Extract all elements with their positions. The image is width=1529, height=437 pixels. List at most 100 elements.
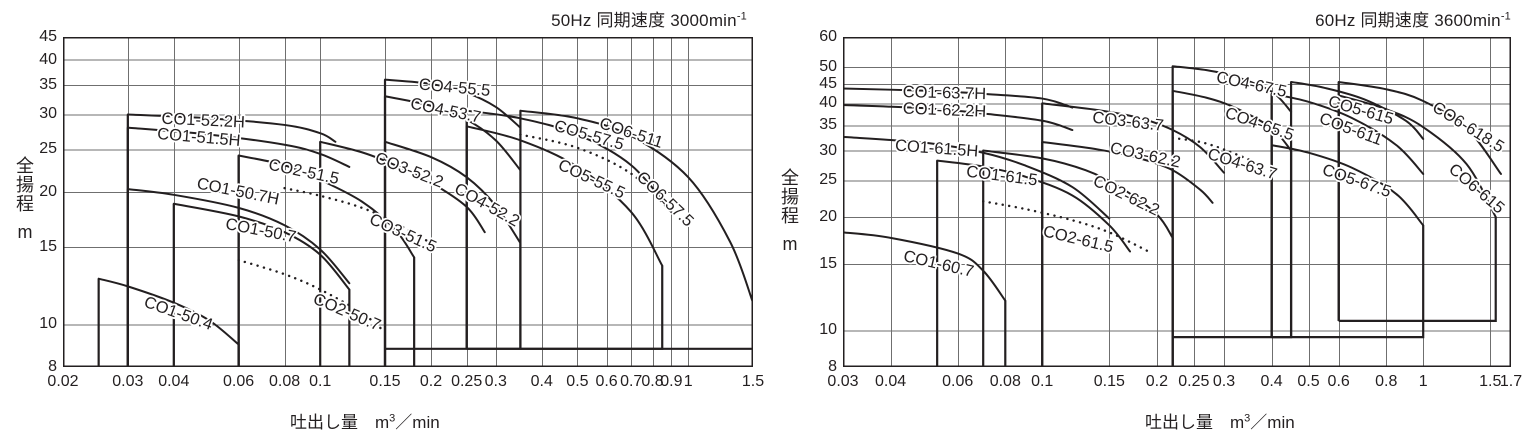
y-axis-tick-label: 15 (39, 237, 57, 255)
pump-curve (1290, 80, 1425, 140)
pump-curve (843, 135, 1111, 220)
curve-label-text: CO1-50.4 (142, 293, 215, 334)
plot-area-50hz: CO1-50.4 CO1-50.7 CO1-50.7H CO1-51.5H CO1-52… (63, 37, 753, 367)
curve-label: CO2-62.2 (1088, 170, 1164, 221)
pump-curve (1337, 94, 1497, 218)
curve-label: CO6-618.5 (1427, 96, 1508, 158)
x-axis-tick-label: 1 (1418, 373, 1428, 390)
curve-label: CO2-61.5 (1040, 221, 1117, 259)
x-axis-tick-label: 0.6 (1327, 373, 1350, 390)
curve-label-text: CO6-618.5 (1429, 98, 1507, 156)
curve-label: CO1-61.5H (893, 135, 981, 163)
pump-curve (843, 104, 1074, 132)
curve-baseline (1271, 225, 1425, 339)
curve-label: CO1-50.7 (222, 213, 299, 248)
pump-curve (1041, 102, 1225, 174)
curve-label: CO4-67.5 (1213, 66, 1290, 102)
curve-label: CO4-65.5 (1221, 102, 1298, 146)
curve-baseline (1338, 216, 1497, 323)
x-axis-tick-label: 1.5 (741, 373, 765, 390)
pump-curve (172, 202, 351, 291)
x-axis-tick-label: 0.1 (1031, 373, 1054, 390)
pump-curve (1337, 80, 1502, 175)
x-axis-tick-label: 0.25 (451, 373, 483, 390)
x-axis-label-50hz: 吐出し量 m3／min (290, 412, 440, 432)
curve-baseline (413, 257, 416, 367)
curve-baseline (1004, 300, 1007, 367)
y-axis-tick-label: 30 (39, 105, 57, 123)
curve-label-text: CO1-61.5H (894, 137, 979, 161)
curve-label-text: CO5-67.5 (1320, 161, 1393, 201)
x-axis-tick-label: 0.15 (1093, 373, 1125, 390)
curve-label-text: CO1-52.2H (161, 110, 245, 132)
x-axis-tick-label: 0.06 (942, 373, 974, 390)
curve-baseline (348, 289, 351, 367)
y-axis-tick-label: 60 (819, 28, 837, 45)
x-axis-label-60hz: 吐出し量 m3／min (1145, 412, 1295, 432)
curve-label-text: CO1-63.7H (902, 83, 986, 103)
curve-label: CO1-50.4 (140, 291, 217, 335)
pump-curve (982, 149, 1174, 239)
chart-title-50hz: 50Hz 同期速度 3000min-1 (551, 10, 747, 30)
pump-curve (519, 109, 753, 304)
x-axis-tick-label: 0.03 (827, 373, 859, 390)
curve-baseline (1171, 237, 1174, 367)
curve-label-text: CO3-52.2 (373, 149, 446, 192)
x-axis-tick-label: 0.03 (112, 373, 144, 390)
curve-label: CO3-62.2 (1107, 137, 1184, 173)
curve-label: CO4-52.2 (450, 178, 525, 232)
x-axis-tick-label: 0.4 (530, 373, 553, 390)
curve-label-text: CO3-51.5 (367, 210, 440, 256)
plot-area-60hz: CO1-60.7 CO1-61.5 CO1-61.5H CO1-62.2H CO1-63… (843, 37, 1511, 367)
pump-curve (1270, 144, 1425, 227)
pump-curve (126, 113, 337, 143)
x-axis-tick-label: 0.04 (875, 373, 907, 390)
curve-baseline (466, 265, 664, 350)
curve-label-text: CO2-62.2 (1090, 172, 1162, 220)
x-axis-tick-label: 0.25 (1178, 373, 1210, 390)
x-axis-tick-label: 0.5 (566, 373, 589, 390)
pump-curve (843, 87, 1074, 109)
x-axis-tick-label: 0.8 (1375, 373, 1398, 390)
curve-label-text: CO3-62.2 (1108, 139, 1182, 172)
y-axis-tick-label: 20 (819, 207, 837, 225)
y-axis-tick-label: 20 (39, 182, 57, 200)
x-axis-tick-label: 0.06 (222, 373, 255, 390)
x-axis-tick-label: 0.1 (309, 373, 332, 390)
x-axis-tick-label: 1 (683, 373, 693, 390)
x-axis-tick-label: 0.9 (660, 373, 683, 390)
curve-label: CO5-55.5 (554, 154, 630, 204)
curve-group (843, 65, 1502, 367)
curve-baseline (237, 344, 240, 367)
y-axis-tick-label: 8 (828, 358, 837, 375)
y-axis-tick-label: 25 (819, 171, 837, 189)
pump-curve (319, 140, 486, 234)
y-axis-tick-label: 35 (819, 116, 837, 134)
curve-label-text: CO4-65.5 (1223, 104, 1296, 145)
x-axis-tick-label: 0.2 (419, 373, 443, 390)
curve-label-text: CO1-60.7 (902, 247, 976, 281)
curve-group (97, 78, 753, 367)
x-axis-tick-label: 0.3 (1212, 373, 1236, 390)
curve-label: CO1-60.7 (900, 245, 977, 282)
x-axis-tick-label: 0.02 (47, 373, 79, 390)
y-axis-tick-label: 40 (39, 50, 57, 68)
pump-curve (126, 126, 351, 168)
pump-curve (1041, 141, 1214, 204)
pump-curve (465, 109, 673, 214)
pump-curve (283, 186, 433, 245)
y-axis-tick-label: 40 (819, 94, 837, 112)
curve-baseline (385, 243, 522, 350)
pump-curve (1270, 92, 1425, 175)
chart-svg-hz60: CO1-60.7CO1-61.5CO1-61.5HCO1-62.2HCO1-63… (843, 37, 1511, 367)
curve-label-group: CO1-60.7CO1-61.5CO1-61.5HCO1-62.2HCO1-63… (893, 66, 1510, 282)
curve-label-text: CO2-61.5 (1041, 222, 1115, 256)
curve-label-text: CO5-55.5 (555, 156, 627, 203)
pump-curve (237, 154, 416, 259)
y-axis-tick-label: 30 (819, 141, 837, 159)
